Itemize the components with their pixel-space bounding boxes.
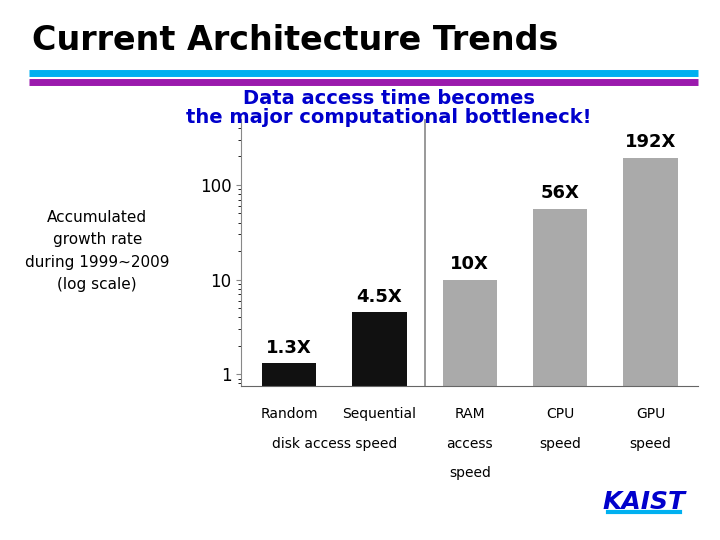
Text: 1.3X: 1.3X: [266, 339, 312, 357]
Text: speed: speed: [539, 437, 581, 451]
Bar: [624, 158, 678, 540]
Text: KAIST: KAIST: [603, 490, 686, 514]
Text: the major computational bottleneck!: the major computational bottleneck!: [186, 108, 592, 127]
Text: speed: speed: [629, 437, 672, 451]
Text: Accumulated
growth rate
during 1999~2009
(log scale): Accumulated growth rate during 1999~2009…: [25, 210, 169, 292]
Text: GPU: GPU: [636, 408, 665, 422]
Bar: [533, 209, 588, 540]
Bar: [443, 280, 497, 540]
Text: access: access: [446, 437, 493, 451]
Bar: [352, 313, 407, 540]
Text: speed: speed: [449, 467, 491, 480]
Text: 10X: 10X: [451, 255, 489, 273]
Text: 56X: 56X: [541, 184, 580, 202]
Text: disk access speed: disk access speed: [271, 437, 397, 451]
Text: Current Architecture Trends: Current Architecture Trends: [32, 24, 559, 57]
Text: CPU: CPU: [546, 408, 575, 422]
Bar: [262, 363, 316, 540]
Text: Random: Random: [260, 408, 318, 422]
Text: RAM: RAM: [454, 408, 485, 422]
Text: Sequential: Sequential: [343, 408, 416, 422]
Text: 192X: 192X: [625, 133, 676, 151]
Text: Data access time becomes: Data access time becomes: [243, 89, 535, 108]
Text: 4.5X: 4.5X: [356, 288, 402, 306]
